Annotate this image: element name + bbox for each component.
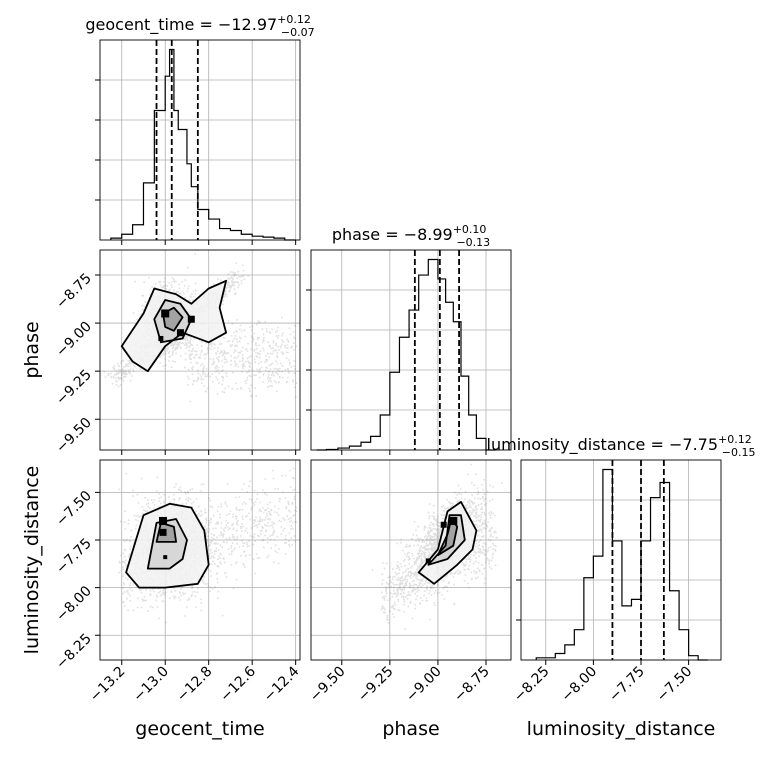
contour-line-1 (153, 299, 193, 344)
contour-line-1 (427, 514, 466, 566)
xtick-label: −13.0 (130, 664, 172, 706)
hist-panel-phase: phase = −8.99+0.10 −0.13 (306, 223, 512, 455)
xtick-label: −9.00 (403, 664, 445, 706)
x-axis-label-luminosity_distance: luminosity_distance (527, 718, 716, 740)
ytick-label: −7.75 (53, 536, 95, 578)
scatter-panel-phase-vs-geocent_time (95, 249, 301, 455)
density-peak (158, 335, 164, 341)
scatter-panel-luminosity_distance-vs-phase (310, 459, 512, 665)
contour-line-2 (437, 518, 459, 557)
ytick-label: −8.25 (53, 631, 95, 673)
xtick-label: −8.75 (451, 664, 493, 706)
ytick-label: −7.50 (53, 488, 95, 530)
panel-frame (99, 249, 301, 451)
hist-panel-luminosity_distance: luminosity_distance = −7.75+0.12 −0.15 (487, 433, 756, 665)
xtick-label: −8.25 (511, 664, 553, 706)
panel-frame (99, 459, 301, 661)
contour-fill-1 (147, 519, 187, 569)
density-peak (163, 555, 168, 560)
hist-steps-luminosity_distance (535, 468, 708, 661)
density-peak (176, 329, 184, 337)
contour-line-2 (155, 522, 177, 543)
ytick-label: −9.00 (53, 319, 95, 361)
contour-line-1 (146, 518, 188, 570)
density-peak (159, 528, 167, 536)
xtick-label: −12.6 (217, 663, 259, 705)
xtick-label: −8.00 (559, 664, 601, 706)
panel-frame (310, 459, 512, 661)
x-axis-label-phase: phase (382, 718, 439, 740)
x-axis-label-geocent_time: geocent_time (135, 718, 264, 740)
contour-line-2 (162, 306, 184, 332)
contour-line-0 (417, 501, 478, 585)
sample-points (371, 463, 503, 630)
ytick-label: −9.50 (53, 415, 95, 457)
density-peak (161, 309, 170, 318)
scatter-panel-luminosity_distance-vs-geocent_time (95, 459, 301, 665)
ytick-label: −9.25 (53, 367, 95, 409)
panel-title-geocent_time: geocent_time = −12.97+0.12 −0.07 (85, 13, 314, 39)
hist-frame (520, 459, 722, 661)
ytick-label: −8.00 (53, 583, 95, 625)
xtick-label: −9.25 (355, 664, 397, 706)
hist-frame (99, 39, 301, 241)
hist-steps-phase (316, 258, 496, 451)
xtick-label: −7.75 (606, 664, 648, 706)
ytick-label: −8.75 (53, 271, 95, 313)
panel-title-luminosity_distance: luminosity_distance = −7.75+0.12 −0.15 (487, 433, 756, 459)
contour-line-0 (125, 502, 210, 589)
hist-steps-geocent_time (110, 48, 296, 241)
y-axis-label-luminosity_distance: luminosity_distance (21, 466, 43, 655)
xtick-label: −9.50 (307, 664, 349, 706)
y-axis-label-phase: phase (21, 321, 43, 378)
panel-title-phase: phase = −8.99+0.10 −0.13 (332, 223, 490, 249)
hist-frame (310, 249, 512, 451)
xtick-label: −12.8 (174, 664, 216, 706)
xtick-label: −13.2 (87, 664, 129, 706)
xtick-label: −12.4 (261, 663, 303, 705)
hist-panel-geocent_time: geocent_time = −12.97+0.12 −0.07 (85, 13, 315, 245)
contour-line-0 (120, 279, 227, 373)
xtick-label: −7.50 (654, 664, 696, 706)
